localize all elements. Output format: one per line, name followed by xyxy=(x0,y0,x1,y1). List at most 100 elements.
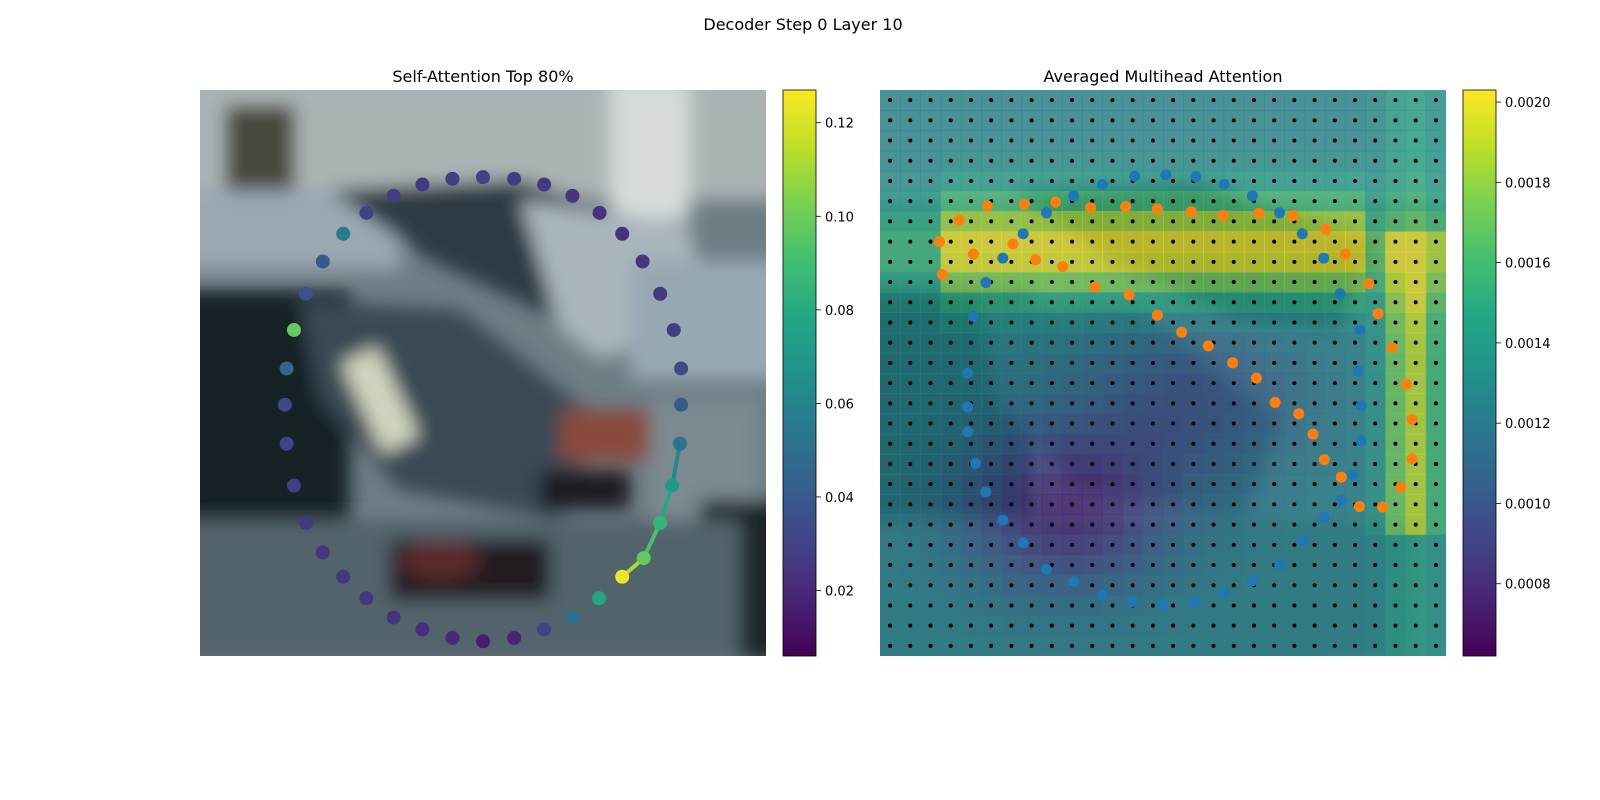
colorbar-tick-label: 0.10 xyxy=(825,210,854,225)
grid-dot xyxy=(1090,461,1095,466)
grid-dot xyxy=(989,360,994,365)
grid-dot xyxy=(1373,118,1378,123)
grid-dot xyxy=(908,300,913,305)
grid-dot xyxy=(1413,138,1418,143)
grid-dot xyxy=(1292,138,1297,143)
grid-dot xyxy=(1029,360,1034,365)
grid-dot xyxy=(1272,643,1277,648)
grid-dot xyxy=(1393,280,1398,285)
grid-dot xyxy=(1150,482,1155,487)
grid-dot xyxy=(1332,239,1337,244)
grid-dot xyxy=(1211,401,1216,406)
blue-reference-point xyxy=(1335,494,1347,506)
grid-dot xyxy=(1211,421,1216,426)
grid-dot xyxy=(1009,381,1014,386)
grid-dot xyxy=(1090,542,1095,547)
grid-dot xyxy=(1110,158,1115,163)
grid-dot xyxy=(1413,360,1418,365)
grid-dot xyxy=(1433,158,1438,163)
grid-dot xyxy=(1353,138,1358,143)
orange-reference-point xyxy=(1202,340,1214,352)
grid-dot xyxy=(1070,522,1075,527)
grid-dot xyxy=(1150,300,1155,305)
attention-point xyxy=(672,436,687,451)
grid-dot xyxy=(1070,219,1075,224)
grid-dot xyxy=(1312,563,1317,568)
grid-dot xyxy=(1413,441,1418,446)
blue-reference-point xyxy=(1068,190,1080,202)
grid-dot xyxy=(888,461,893,466)
grid-dot xyxy=(968,381,973,386)
grid-dot xyxy=(1272,381,1277,386)
grid-dot xyxy=(1231,461,1236,466)
grid-dot xyxy=(1393,259,1398,264)
grid-dot xyxy=(1130,158,1135,163)
grid-dot xyxy=(1312,320,1317,325)
grid-dot xyxy=(1029,482,1034,487)
grid-dot xyxy=(1130,300,1135,305)
blue-reference-point xyxy=(1040,563,1052,575)
grid-dot xyxy=(1413,320,1418,325)
grid-dot xyxy=(1211,259,1216,264)
grid-dot xyxy=(1353,178,1358,183)
grid-dot xyxy=(1029,199,1034,204)
grid-dot xyxy=(1090,623,1095,628)
grid-dot xyxy=(1251,482,1256,487)
grid-dot xyxy=(1090,643,1095,648)
grid-dot xyxy=(908,563,913,568)
grid-dot xyxy=(908,138,913,143)
grid-dot xyxy=(948,259,953,264)
grid-dot xyxy=(1332,583,1337,588)
right-colorbar: 0.0008 0.0010 0.0012 0.0014 0.0016 0.0018 0.00… xyxy=(1462,89,1551,657)
grid-dot xyxy=(1191,280,1196,285)
grid-dot xyxy=(1231,623,1236,628)
grid-dot xyxy=(1070,280,1075,285)
grid-dot xyxy=(1292,441,1297,446)
grid-dot xyxy=(1272,441,1277,446)
left-panel-title: Self-Attention Top 80% xyxy=(392,67,573,86)
grid-dot xyxy=(1211,482,1216,487)
grid-dot xyxy=(948,340,953,345)
attention-point xyxy=(665,478,680,493)
grid-dot xyxy=(1272,482,1277,487)
orange-reference-point xyxy=(1217,210,1229,222)
attention-point xyxy=(359,205,374,220)
grid-dot xyxy=(1373,583,1378,588)
grid-dot xyxy=(1231,421,1236,426)
grid-dot xyxy=(1373,482,1378,487)
grid-dot xyxy=(1292,643,1297,648)
grid-dot xyxy=(1211,542,1216,547)
grid-dot xyxy=(1130,522,1135,527)
orange-reference-point xyxy=(1185,206,1197,218)
grid-dot xyxy=(1191,320,1196,325)
grid-dot xyxy=(1191,199,1196,204)
grid-dot xyxy=(968,199,973,204)
grid-dot xyxy=(1090,482,1095,487)
grid-dot xyxy=(1110,381,1115,386)
grid-dot xyxy=(968,138,973,143)
grid-dot xyxy=(1211,522,1216,527)
blue-reference-point xyxy=(1334,288,1346,300)
grid-dot xyxy=(1373,542,1378,547)
grid-dot xyxy=(1211,623,1216,628)
grid-dot xyxy=(989,441,994,446)
grid-dot xyxy=(1110,138,1115,143)
blue-reference-point xyxy=(1246,575,1258,587)
grid-dot xyxy=(888,563,893,568)
grid-dot xyxy=(1150,461,1155,466)
grid-dot xyxy=(948,482,953,487)
grid-dot xyxy=(1009,401,1014,406)
grid-dot xyxy=(1070,502,1075,507)
grid-dot xyxy=(1312,300,1317,305)
grid-dot xyxy=(1433,138,1438,143)
grid-dot xyxy=(1251,280,1256,285)
reference-point-layer xyxy=(933,169,1418,610)
orange-reference-point xyxy=(1287,210,1299,222)
grid-dot xyxy=(948,401,953,406)
grid-dot xyxy=(1332,542,1337,547)
grid-dot xyxy=(1049,219,1054,224)
orange-reference-point xyxy=(953,214,965,226)
grid-dot xyxy=(1049,542,1054,547)
grid-dot xyxy=(1029,401,1034,406)
